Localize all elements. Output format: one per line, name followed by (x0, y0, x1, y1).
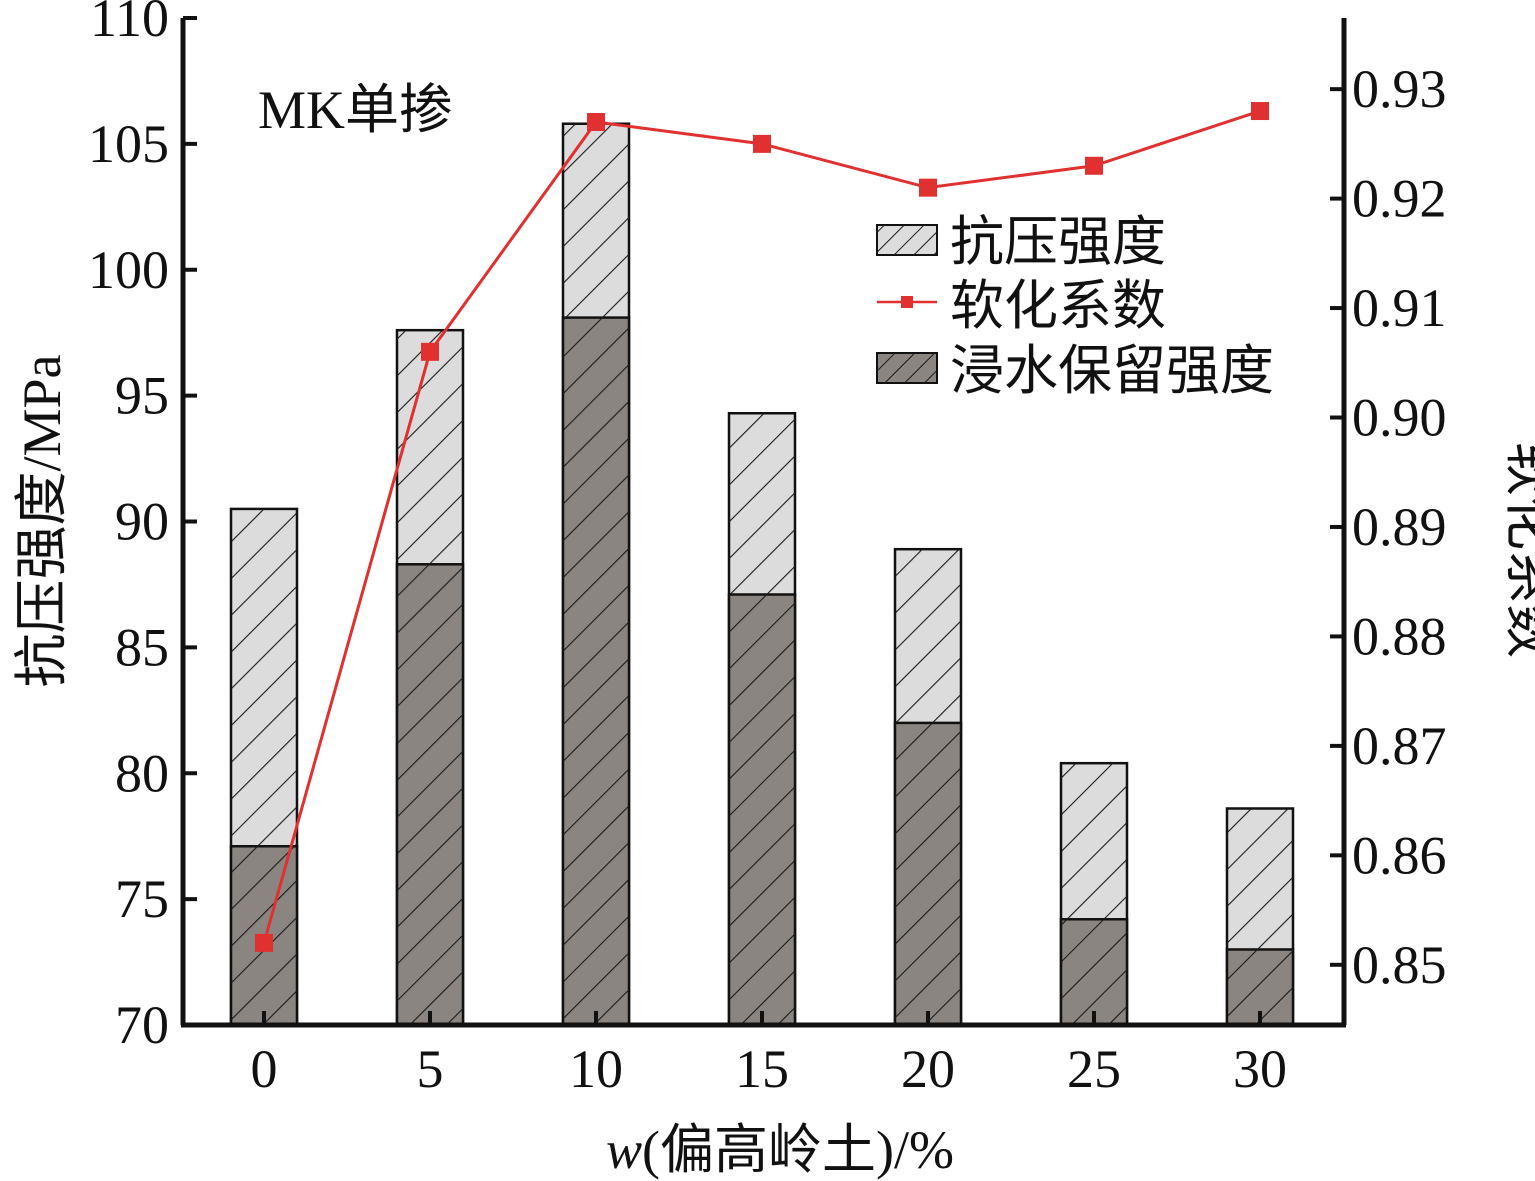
y-right-tick-label: 0.91 (1352, 278, 1447, 338)
x-tick-label: 30 (1233, 1039, 1287, 1099)
legend-item-retained-strength: 浸水保留强度 (876, 341, 1274, 401)
legend-label-retained-strength: 浸水保留强度 (950, 341, 1274, 401)
bar-hatch-overlay (895, 549, 961, 1025)
y-right-tick-label: 0.92 (1352, 169, 1447, 229)
y-left-tick-label: 95 (115, 366, 169, 426)
y-right-tick-label: 0.85 (1352, 935, 1447, 995)
x-axis-title: w(偏高岭土)/% (606, 1120, 954, 1180)
y-left-tick-label: 90 (115, 492, 169, 552)
y-left-tick-label: 100 (88, 240, 169, 300)
bar-hatch-overlay (1227, 808, 1293, 1025)
x-axis-title-variable: w (606, 1120, 642, 1180)
softening-coefficient-marker (587, 112, 605, 131)
softening-coefficient-marker (421, 342, 439, 361)
y-right-tick-label: 0.86 (1352, 825, 1447, 885)
y-right-tick-label: 0.87 (1352, 716, 1447, 776)
x-axis-title-rest: (偏高岭土)/% (642, 1120, 954, 1180)
x-tick-label: 0 (251, 1039, 278, 1099)
y-right-tick-label: 0.89 (1352, 497, 1447, 557)
y-left-tick-label: 85 (115, 617, 169, 677)
x-tick-label: 25 (1067, 1039, 1121, 1099)
bars-layer (229, 122, 1295, 1027)
legend-label-compressive-strength: 抗压强度 (950, 212, 1166, 272)
right-axis-ticks: 0.85 0.86 0.87 0.88 0.89 0.90 0.91 0.92 0.93 (1330, 59, 1447, 995)
x-tick-label: 5 (417, 1039, 444, 1099)
bar-hatch-overlay (563, 123, 629, 1026)
chart-annotation: MK单掺 (258, 80, 453, 140)
x-tick-label: 15 (735, 1039, 789, 1099)
legend-item-compressive-strength: 抗压强度 (876, 212, 1166, 272)
bar-hatch-overlay (1061, 763, 1127, 1025)
y-right-axis-title: 软化系数 (1500, 442, 1535, 658)
line-layer (255, 102, 1269, 952)
y-left-tick-label: 80 (115, 743, 169, 803)
legend: 抗压强度 软化系数 浸水保留强度 (876, 212, 1274, 401)
legend-label-softening-coefficient: 软化系数 (950, 276, 1166, 336)
left-axis-ticks: 70 75 80 85 90 95 100 105 110 (88, 0, 197, 1055)
y-left-tick-label: 75 (115, 869, 169, 929)
softening-coefficient-marker (255, 933, 273, 952)
legend-item-softening-coefficient: 软化系数 (877, 276, 1166, 336)
softening-coefficient-marker (1085, 156, 1103, 175)
softening-coefficient-marker (1251, 102, 1269, 121)
y-left-tick-label: 105 (88, 114, 169, 174)
x-tick-label: 10 (569, 1039, 623, 1099)
y-left-axis-title: 抗压强度/MPa (12, 354, 72, 687)
y-right-tick-label: 0.93 (1352, 59, 1447, 119)
y-right-tick-label: 0.90 (1352, 388, 1447, 448)
y-left-tick-label: 110 (90, 0, 169, 48)
bar-hatch-overlay (729, 413, 795, 1025)
softening-coefficient-marker (753, 134, 771, 153)
y-left-tick-label: 70 (115, 995, 169, 1055)
x-axis-ticks: 0 5 10 15 20 25 30 (251, 1011, 1287, 1099)
bar-hatch-overlay (397, 330, 463, 1025)
x-tick-label: 20 (901, 1039, 955, 1099)
legend-swatch-softening-marker (901, 296, 913, 308)
softening-coefficient-marker (919, 178, 937, 197)
y-right-tick-label: 0.88 (1352, 606, 1447, 666)
